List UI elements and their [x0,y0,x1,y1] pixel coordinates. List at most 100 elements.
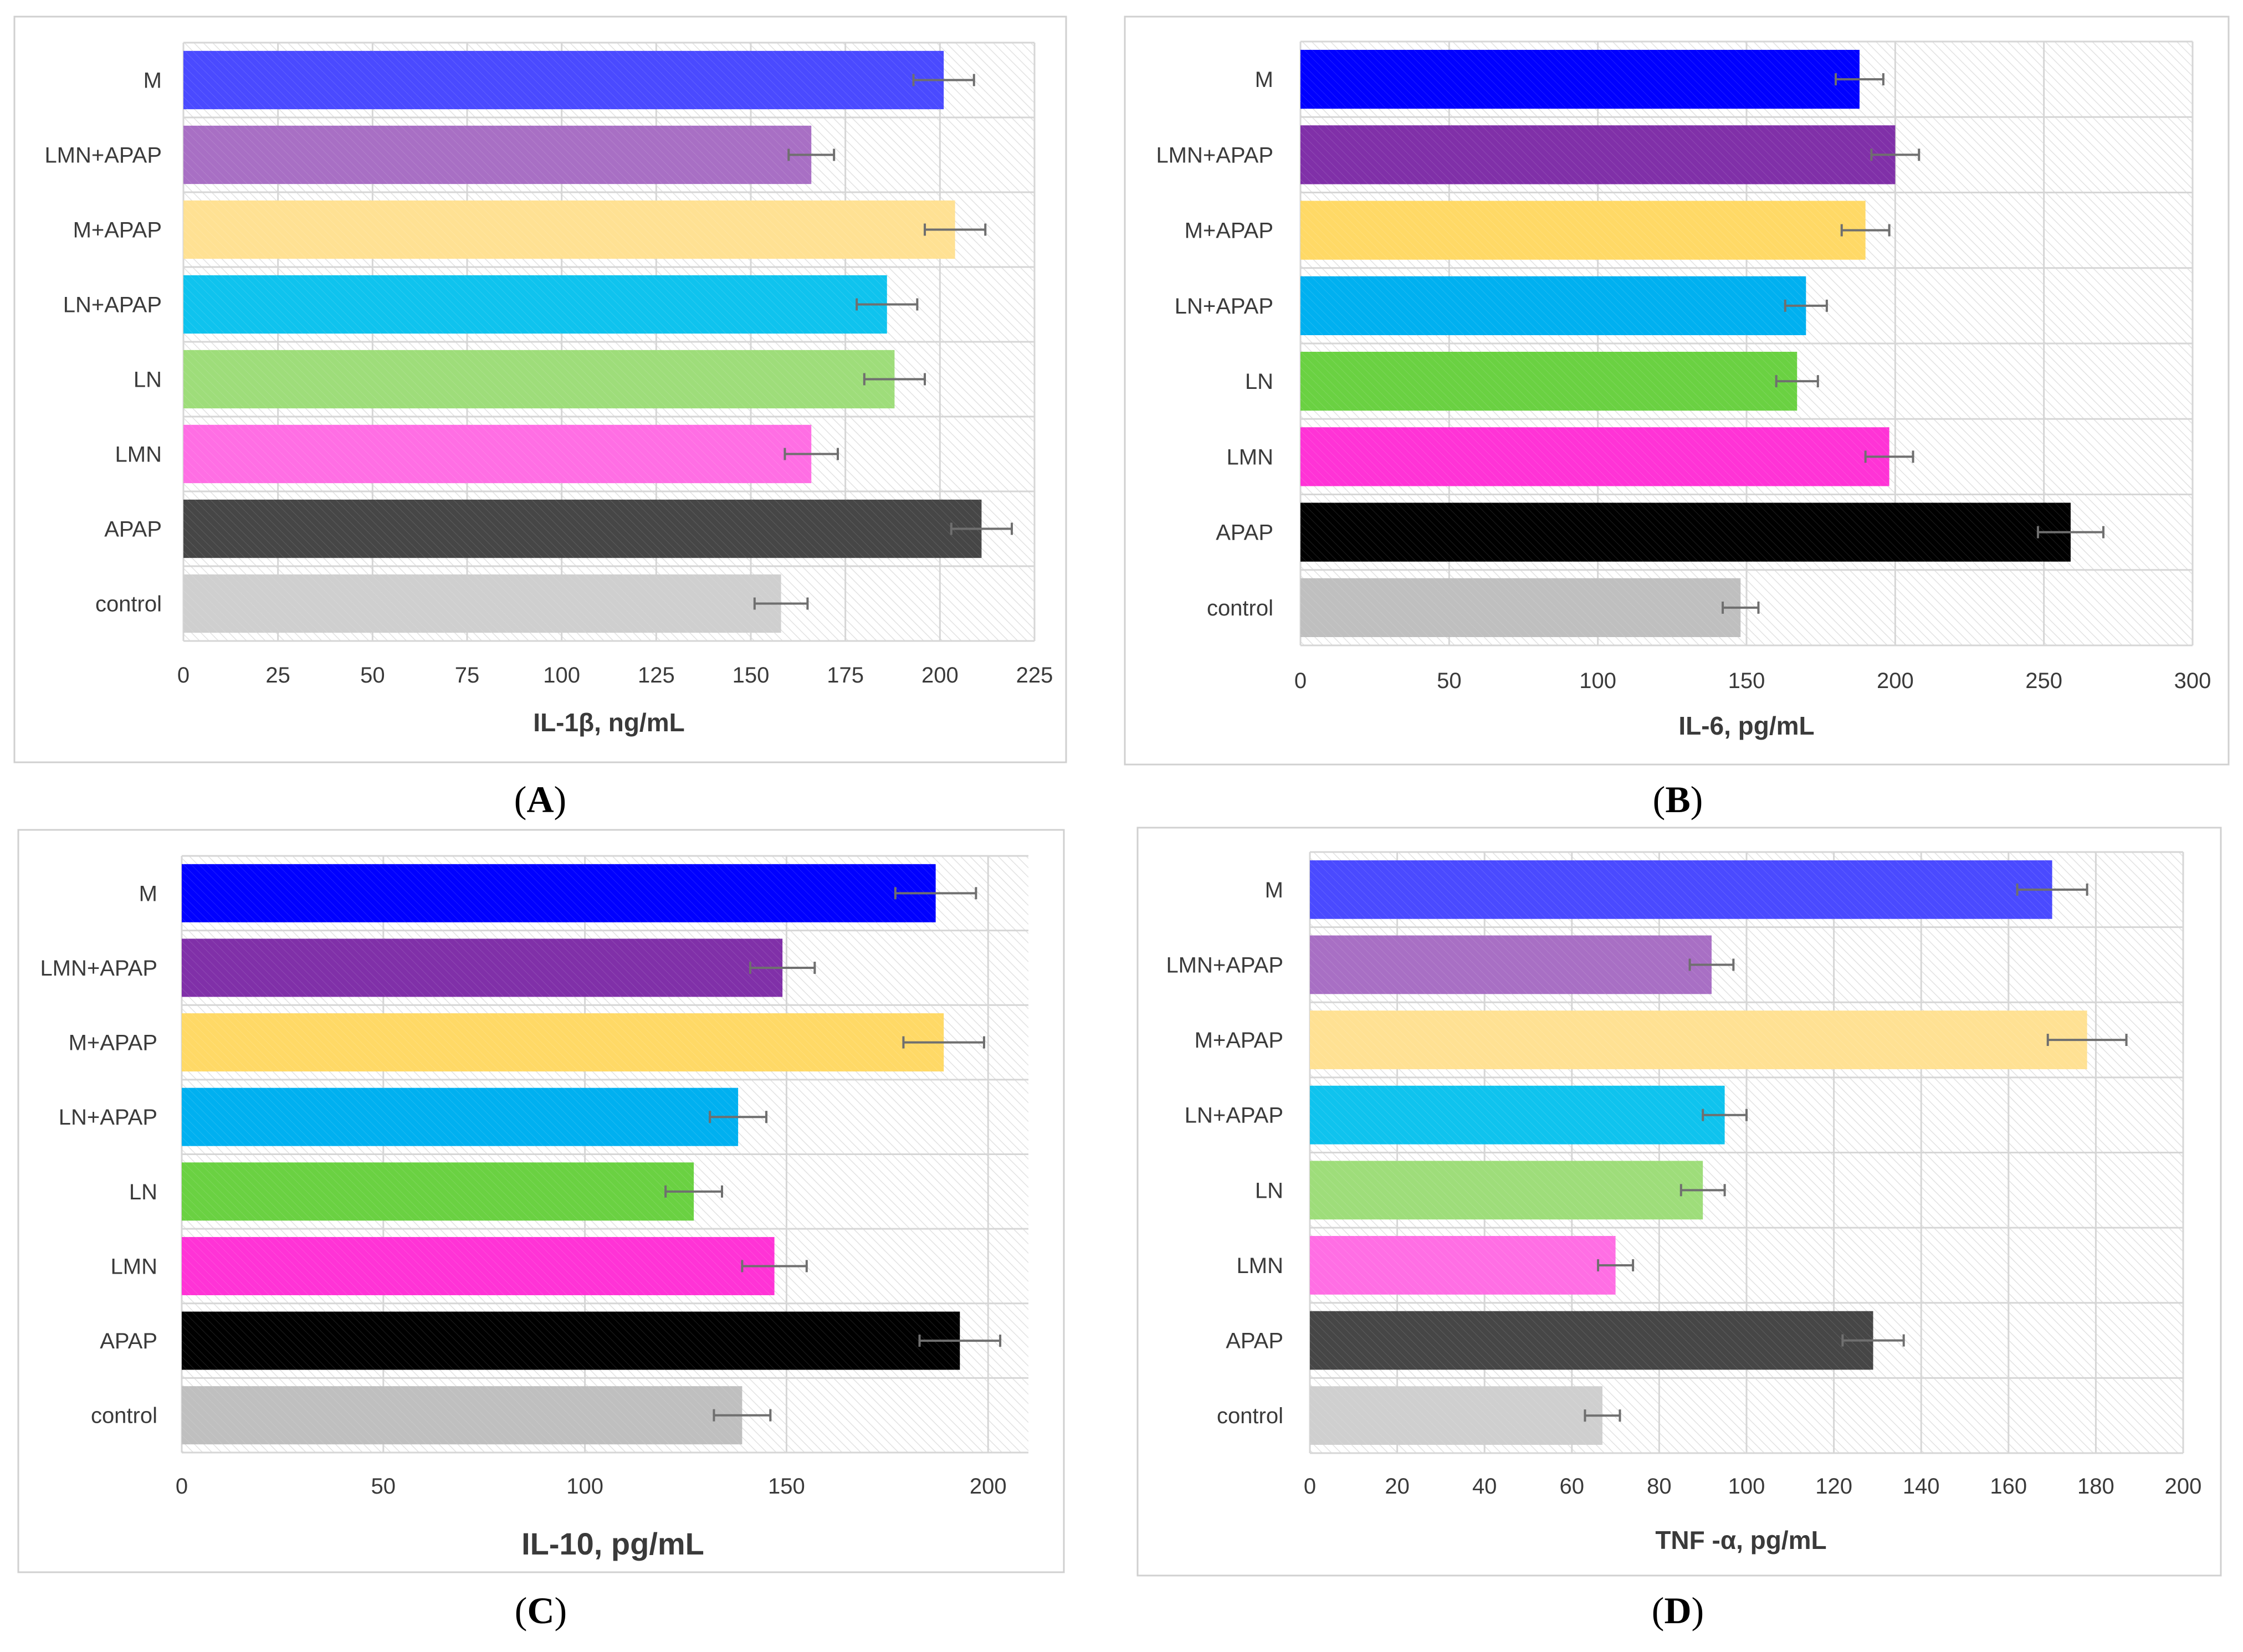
bars-a [183,50,982,633]
category-label: M+APAP [69,1031,157,1055]
bar-texture [1310,1386,1602,1445]
category-label: LN [1245,370,1273,394]
bar-texture [182,864,936,922]
tick-label: 20 [1385,1474,1410,1499]
category-label: M+APAP [73,218,162,243]
tick-label: 40 [1472,1474,1497,1499]
category-labels-a: M LMN+APAP M+APAP LN+APAP LN LMN APAP control [44,69,162,617]
tick-label: 300 [2174,669,2211,693]
bar-texture [1310,1311,1873,1370]
bar-texture [182,1013,944,1072]
bar-texture [1310,1236,1616,1295]
tick-label: 200 [1877,669,1914,693]
tick-label: 140 [1903,1474,1940,1499]
bars-d [1310,860,2087,1445]
category-label: LMN+APAP [40,956,157,981]
tick-label: 125 [638,663,675,688]
panel-c: M LMN+APAP M+APAP LN+APAP LN LMN APAP control 0… [17,829,1065,1573]
category-label: control [95,592,162,617]
panel-a: M LMN+APAP M+APAP LN+APAP LN LMN APAP control 0… [13,16,1067,763]
category-label: LMN+APAP [44,143,162,168]
panel-d: M LMN+APAP M+APAP LN+APAP LN LMN APAP control 0… [1136,827,2222,1577]
category-label: M [1255,68,1273,92]
bar-texture [183,574,781,633]
bar-texture [1310,935,1712,994]
category-label: APAP [1216,521,1273,545]
panel-letter-d: D [1664,1589,1691,1632]
bar-texture [1300,427,1889,486]
bar-texture [183,499,982,558]
bar-texture [183,50,944,110]
tick-label: 100 [1728,1474,1765,1499]
tick-label: 0 [177,663,190,688]
category-label: M+APAP [1195,1028,1283,1053]
category-label: LN [129,1180,157,1204]
tick-label: 150 [768,1474,805,1499]
bar-texture [182,938,783,997]
tick-label: 200 [2165,1474,2202,1499]
tick-label: 225 [1016,663,1053,688]
tick-labels-a: 0 25 50 75 100 125 150 175 200 225 [177,663,1053,688]
bar-texture [182,1386,742,1445]
panel-label-c: (C) [515,1589,567,1632]
bar-texture [183,350,895,409]
tick-label: 60 [1560,1474,1585,1499]
panel-letter-a: A [526,778,554,820]
category-label: M [144,69,162,93]
category-label: LN+APAP [59,1105,157,1130]
category-label: LN [134,368,162,392]
category-labels-c: M LMN+APAP M+APAP LN+APAP LN LMN APAP control [40,881,157,1428]
bar-texture [1300,502,2071,562]
category-label: M+APAP [1185,219,1273,243]
bar-texture [182,1311,960,1370]
tick-label: 250 [2025,669,2062,693]
tick-label: 0 [176,1474,188,1499]
category-label: LN+APAP [63,293,162,317]
tick-label: 200 [921,663,959,688]
bar-texture [182,1237,775,1295]
panel-label-a: (A) [514,778,566,820]
x-axis-title-a: IL-1β, ng/mL [533,708,684,737]
category-label: APAP [100,1329,157,1353]
bar-texture [183,275,887,334]
category-labels-d: M LMN+APAP M+APAP LN+APAP LN LMN APAP control [1166,878,1283,1428]
errorbars-c [664,887,1002,1422]
bar-texture [1300,125,1896,184]
tick-label: 200 [970,1474,1007,1499]
errorbars-a [753,74,1013,610]
tick-label: 100 [566,1474,603,1499]
bar-texture [1310,1085,1725,1145]
x-axis-title-c: IL-10, pg/mL [521,1526,704,1561]
panel-letter-b: B [1665,778,1690,820]
tick-label: 100 [543,663,580,688]
tick-label: 150 [1728,669,1765,693]
tick-label: 80 [1647,1474,1672,1499]
category-label: control [1207,596,1273,620]
category-label: LN+APAP [1175,294,1273,319]
category-label: LMN+APAP [1156,143,1273,167]
category-label: M [139,881,157,906]
category-label: M [1265,878,1283,902]
bar-texture [182,1162,694,1221]
tick-label: 50 [1437,669,1462,693]
bar-texture [183,200,955,259]
bar-texture [1300,351,1798,411]
category-label: LN [1255,1178,1283,1203]
category-label: LMN [1237,1254,1283,1278]
errorbars-b [1722,73,2104,614]
bar-texture [182,1087,739,1146]
tick-label: 50 [371,1474,396,1499]
bars-b [1300,49,2071,638]
x-axis-title-b: IL-6, pg/mL [1678,711,1814,740]
tick-label: 100 [1579,669,1616,693]
tick-label: 120 [1815,1474,1852,1499]
bar-texture [183,125,812,184]
tick-label: 0 [1294,669,1307,693]
bar-texture [1310,860,2052,919]
bar-texture [1300,578,1741,638]
tick-label: 50 [360,663,385,688]
bar-texture [1300,276,1806,336]
panel-label-b: (B) [1653,778,1703,820]
panel-letter-c: C [527,1589,554,1632]
